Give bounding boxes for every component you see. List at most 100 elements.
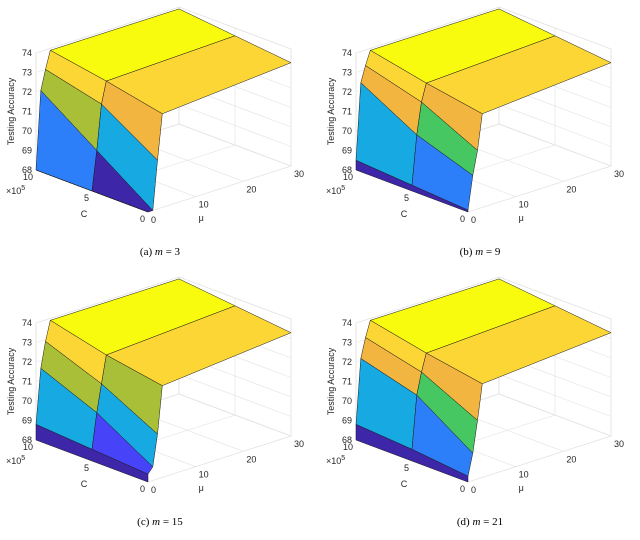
surface-front-face: [355, 159, 469, 213]
c-axis-label: C: [81, 479, 88, 489]
surface: [35, 278, 292, 483]
c-tick-label: 10: [23, 172, 33, 182]
c-gridline: [147, 49, 292, 213]
c-tick-label: 10: [343, 172, 353, 182]
caption-equation: = 15: [160, 516, 183, 528]
axes-labels: 68 69 70 71 72 73 74 10 5 0 0 10 20 30 ×105 Testing Acc…: [326, 48, 624, 225]
subplot-b: 68 69 70 71 72 73 74 10 5 0 0 10 20 30 ×105 Testing Acc…: [326, 6, 624, 258]
surface: [355, 8, 612, 213]
surface: [355, 278, 612, 483]
z-tick-label: 68: [342, 165, 352, 175]
axes-labels: 68 69 70 71 72 73 74 10 5 0 0 10 20 30 ×105 Testing Acc…: [6, 48, 304, 225]
z-tick-label: 69: [22, 416, 32, 426]
axes-labels: 68 69 70 71 72 73 74 10 5 0 0 10 20 30 ×105 Testing Acc…: [326, 318, 624, 495]
surface: [35, 8, 292, 213]
axes-labels: 68 69 70 71 72 73 74 10 5 0 0 10 20 30 ×105 Testing Acc…: [6, 318, 304, 495]
z-tick-label: 74: [22, 48, 32, 58]
caption-prefix: (d): [457, 516, 473, 528]
z-tick-label: 71: [22, 377, 32, 387]
mu-tick-label: 30: [614, 439, 624, 449]
mu-tick-label: 0: [151, 485, 156, 495]
c-tick-label: 10: [23, 442, 33, 452]
caption-prefix: (a): [140, 246, 155, 258]
z-tick-label: 69: [342, 416, 352, 426]
mu-axis-label: μ: [519, 213, 524, 223]
mu-tick-label: 0: [151, 215, 156, 225]
z-tick-label: 69: [342, 146, 352, 156]
z-tick-label: 71: [342, 377, 352, 387]
z-tick-label: 70: [22, 126, 32, 136]
mu-tick-label: 0: [471, 215, 476, 225]
mu-tick-label: 30: [294, 439, 304, 449]
c-gridline: [467, 319, 612, 483]
c-tick-label: 5: [84, 193, 89, 203]
caption-variable: m: [475, 246, 483, 258]
caption-equation: = 9: [483, 246, 501, 258]
z-tick-label: 72: [22, 357, 32, 367]
z-tick-label: 71: [342, 107, 352, 117]
z-axis-label: Testing Accuracy: [326, 77, 336, 145]
z-tick-label: 69: [22, 146, 32, 156]
z-tick-label: 74: [342, 318, 352, 328]
c-exponent-power: 5: [21, 455, 25, 462]
c-exponent: ×105: [326, 455, 345, 466]
subplot-c: 68 69 70 71 72 73 74 10 5 0 0 10 20 30 ×105 Testing Acc…: [6, 276, 304, 528]
c-exponent-power: 5: [21, 185, 25, 192]
c-gridline: [467, 49, 612, 213]
mu-tick-label: 20: [566, 454, 576, 464]
mu-tick-label: 30: [294, 169, 304, 179]
mu-tick-label: 10: [199, 200, 209, 210]
z-tick-label: 72: [22, 87, 32, 97]
c-exponent: ×105: [326, 185, 345, 196]
z-tick-label: 74: [342, 48, 352, 58]
mu-axis-label: μ: [199, 483, 204, 493]
mu-tick-label: 10: [199, 470, 209, 480]
z-tick-label: 70: [342, 126, 352, 136]
caption-variable: m: [155, 246, 163, 258]
c-gridline: [147, 319, 292, 483]
z-axis-label: Testing Accuracy: [6, 77, 16, 145]
mu-tick-label: 20: [566, 184, 576, 194]
z-tick-label: 74: [22, 318, 32, 328]
subplot-d: 68 69 70 71 72 73 74 10 5 0 0 10 20 30 ×105 Testing Acc…: [326, 276, 624, 528]
z-axis-label: Testing Accuracy: [6, 347, 16, 415]
z-tick-label: 70: [342, 396, 352, 406]
mu-tick-label: 20: [246, 454, 256, 464]
z-axis-label: Testing Accuracy: [326, 347, 336, 415]
surface-front-face: [35, 424, 149, 483]
surface-front-face: [35, 169, 149, 213]
z-tick-label: 68: [342, 435, 352, 445]
z-tick-label: 73: [22, 68, 32, 78]
z-tick-label: 71: [22, 107, 32, 117]
c-exponent-power: 5: [341, 455, 345, 462]
caption-variable: m: [152, 516, 160, 528]
mu-tick-label: 20: [246, 184, 256, 194]
z-tick-label: 70: [22, 396, 32, 406]
surface-front-face: [355, 424, 469, 483]
subfigure-caption: (d) m = 21: [457, 516, 503, 528]
mu-axis-label: μ: [519, 483, 524, 493]
caption-variable: m: [472, 516, 480, 528]
caption-prefix: (b): [460, 246, 476, 258]
c-exponent: ×105: [6, 185, 25, 196]
mu-axis-label: μ: [199, 213, 204, 223]
mu-tick-label: 10: [519, 200, 529, 210]
z-tick-label: 73: [342, 338, 352, 348]
c-exponent-power: 5: [341, 185, 345, 192]
z-tick-label: 68: [22, 165, 32, 175]
subplot-a: 68 69 70 71 72 73 74 10 5 0 0 10 20 30 ×105 Testing Acc…: [6, 6, 304, 258]
c-axis-label: C: [81, 209, 88, 219]
z-tick-label: 72: [342, 87, 352, 97]
subfigure-caption: (a) m = 3: [140, 246, 181, 258]
c-tick-label: 0: [460, 484, 465, 494]
z-tick-label: 73: [342, 68, 352, 78]
caption-equation: = 3: [163, 246, 181, 258]
c-tick-label: 0: [140, 484, 145, 494]
mu-tick-label: 0: [471, 485, 476, 495]
c-tick-label: 0: [140, 214, 145, 224]
caption-prefix: (c): [137, 516, 152, 528]
caption-equation: = 21: [480, 516, 503, 528]
c-tick-label: 0: [460, 214, 465, 224]
subfigure-caption: (c) m = 15: [137, 516, 183, 528]
